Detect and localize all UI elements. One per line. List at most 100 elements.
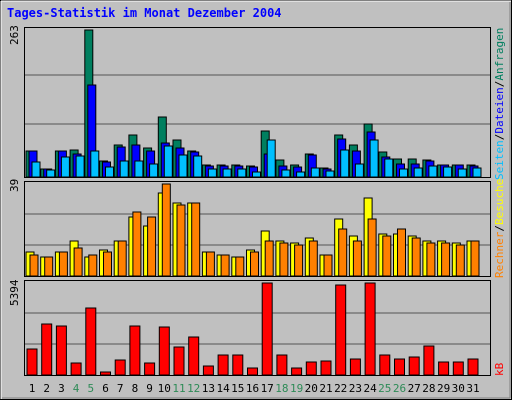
x-tick-label: 22	[334, 382, 347, 395]
x-tick-label: 28	[422, 382, 435, 395]
x-tick-label: 8	[132, 382, 139, 395]
bar-seiten-7	[119, 160, 129, 178]
bar-rechner-16	[250, 251, 259, 277]
legend-dateien: Dateien	[493, 87, 506, 133]
bar-kb-17	[261, 282, 273, 376]
x-tick-label: 5	[87, 382, 94, 395]
bar-seiten-11	[178, 154, 188, 178]
bar-seiten-17	[266, 139, 276, 178]
bar-seiten-18	[281, 169, 291, 178]
bar-seiten-16	[252, 171, 261, 178]
bar-seiten-23	[354, 163, 364, 178]
bar-rechner-4	[73, 247, 83, 277]
bar-seiten-14	[222, 168, 232, 178]
bar-rechner-3	[58, 251, 68, 277]
x-tick-label: 12	[187, 382, 200, 395]
bar-rechner-27	[411, 237, 421, 277]
x-tick-label: 4	[73, 382, 80, 395]
x-tick-label: 13	[202, 382, 215, 395]
bar-rechner-18	[279, 242, 289, 277]
bar-seiten-3	[60, 156, 70, 178]
x-tick-label: 6	[102, 382, 109, 395]
bar-rechner-7	[117, 240, 127, 277]
bar-seiten-5	[90, 150, 100, 178]
bar-rechner-28	[426, 242, 436, 277]
bar-rechner-22	[338, 228, 348, 277]
x-tick-label: 18	[275, 382, 288, 395]
bar-rechner-31	[470, 240, 480, 277]
x-tick-label: 23	[349, 382, 362, 395]
x-tick-label: 19	[290, 382, 303, 395]
bar-seiten-12	[193, 155, 203, 178]
bar-seiten-29	[443, 166, 453, 178]
top-ymax-label: 263	[8, 25, 21, 45]
bar-kb-20	[305, 361, 317, 376]
bar-seiten-6	[105, 166, 114, 178]
bar-seiten-8	[134, 160, 144, 178]
x-tick-label: 11	[172, 382, 185, 395]
legend-sep: /	[493, 134, 506, 141]
bar-kb-3	[55, 325, 67, 376]
legend-top: Seiten/Dateien/Anfragen	[493, 28, 506, 180]
bar-kb-14	[217, 354, 229, 376]
x-tick-label: 30	[452, 382, 465, 395]
bar-rechner-1	[29, 254, 39, 277]
bar-rechner-14	[220, 254, 230, 277]
bar-seiten-13	[207, 168, 217, 178]
bar-rechner-23	[352, 240, 362, 277]
legend-rechner: Rechner	[493, 231, 506, 278]
x-tick-label: 3	[58, 382, 65, 395]
x-tick-label: 26	[393, 382, 406, 395]
bar-seiten-30	[457, 168, 467, 178]
bar-rechner-5	[88, 254, 98, 277]
x-tick-label: 15	[231, 382, 244, 395]
x-tick-label: 31	[466, 382, 479, 395]
bar-rechner-11	[176, 204, 186, 277]
bar-seiten-2	[46, 169, 56, 178]
legend-seiten: Seiten	[493, 140, 506, 180]
middle-ymax-label: 39	[8, 179, 21, 192]
x-tick-label: 16	[246, 382, 259, 395]
bar-kb-10	[158, 326, 170, 376]
bar-rechner-9	[147, 216, 157, 277]
bar-rechner-15	[235, 256, 245, 277]
bar-rechner-29	[441, 242, 451, 277]
bar-kb-27	[408, 356, 420, 376]
legend-middle: Rechner/Besuche	[493, 179, 506, 278]
bar-rechner-8	[132, 211, 142, 277]
legend-anfragen: Anfragen	[493, 28, 506, 81]
bar-kb-31	[467, 358, 479, 376]
bar-seiten-4	[75, 155, 85, 178]
legend-besuche: Besuche	[493, 179, 506, 225]
bar-kb-19	[291, 367, 303, 376]
x-tick-label: 29	[437, 382, 450, 395]
bar-kb-16	[247, 367, 258, 376]
bar-kb-25	[379, 354, 391, 376]
bar-kb-7	[114, 359, 126, 376]
bar-rechner-12	[191, 202, 201, 277]
bar-rechner-19	[294, 244, 304, 277]
bar-kb-12	[188, 336, 200, 376]
bar-rechner-2	[44, 256, 54, 277]
x-tick-label: 17	[261, 382, 274, 395]
bar-seiten-31	[472, 167, 482, 178]
legend-sep: /	[493, 225, 506, 232]
x-tick-label: 21	[319, 382, 332, 395]
chart-title: Tages-Statistik im Monat Dezember 2004	[7, 6, 282, 20]
x-tick-label: 1	[29, 382, 36, 395]
bars-layer	[25, 29, 482, 376]
bar-seiten-26	[399, 168, 408, 178]
bar-kb-26	[394, 358, 405, 376]
bar-kb-1	[26, 348, 38, 376]
bar-rechner-10	[161, 183, 171, 277]
bottom-ymax-label: 5394	[8, 279, 21, 306]
bar-seiten-28	[428, 165, 438, 178]
x-tick-label: 9	[146, 382, 153, 395]
bar-kb-2	[41, 323, 53, 376]
bar-kb-8	[129, 325, 141, 376]
bar-seiten-15	[237, 168, 247, 178]
bar-seiten-10	[163, 145, 173, 178]
bar-seiten-22	[340, 149, 350, 178]
bar-kb-5	[85, 307, 97, 376]
